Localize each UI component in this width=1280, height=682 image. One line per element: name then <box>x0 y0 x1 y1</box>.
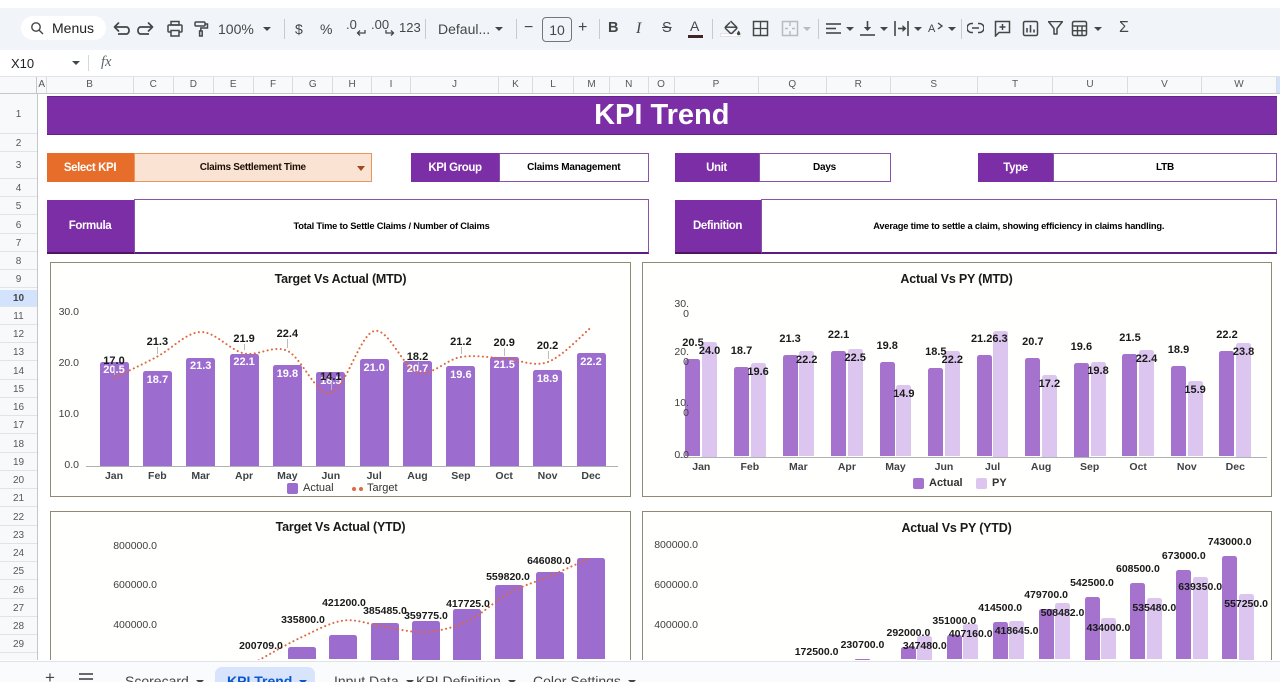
svg-text:A: A <box>928 23 936 35</box>
